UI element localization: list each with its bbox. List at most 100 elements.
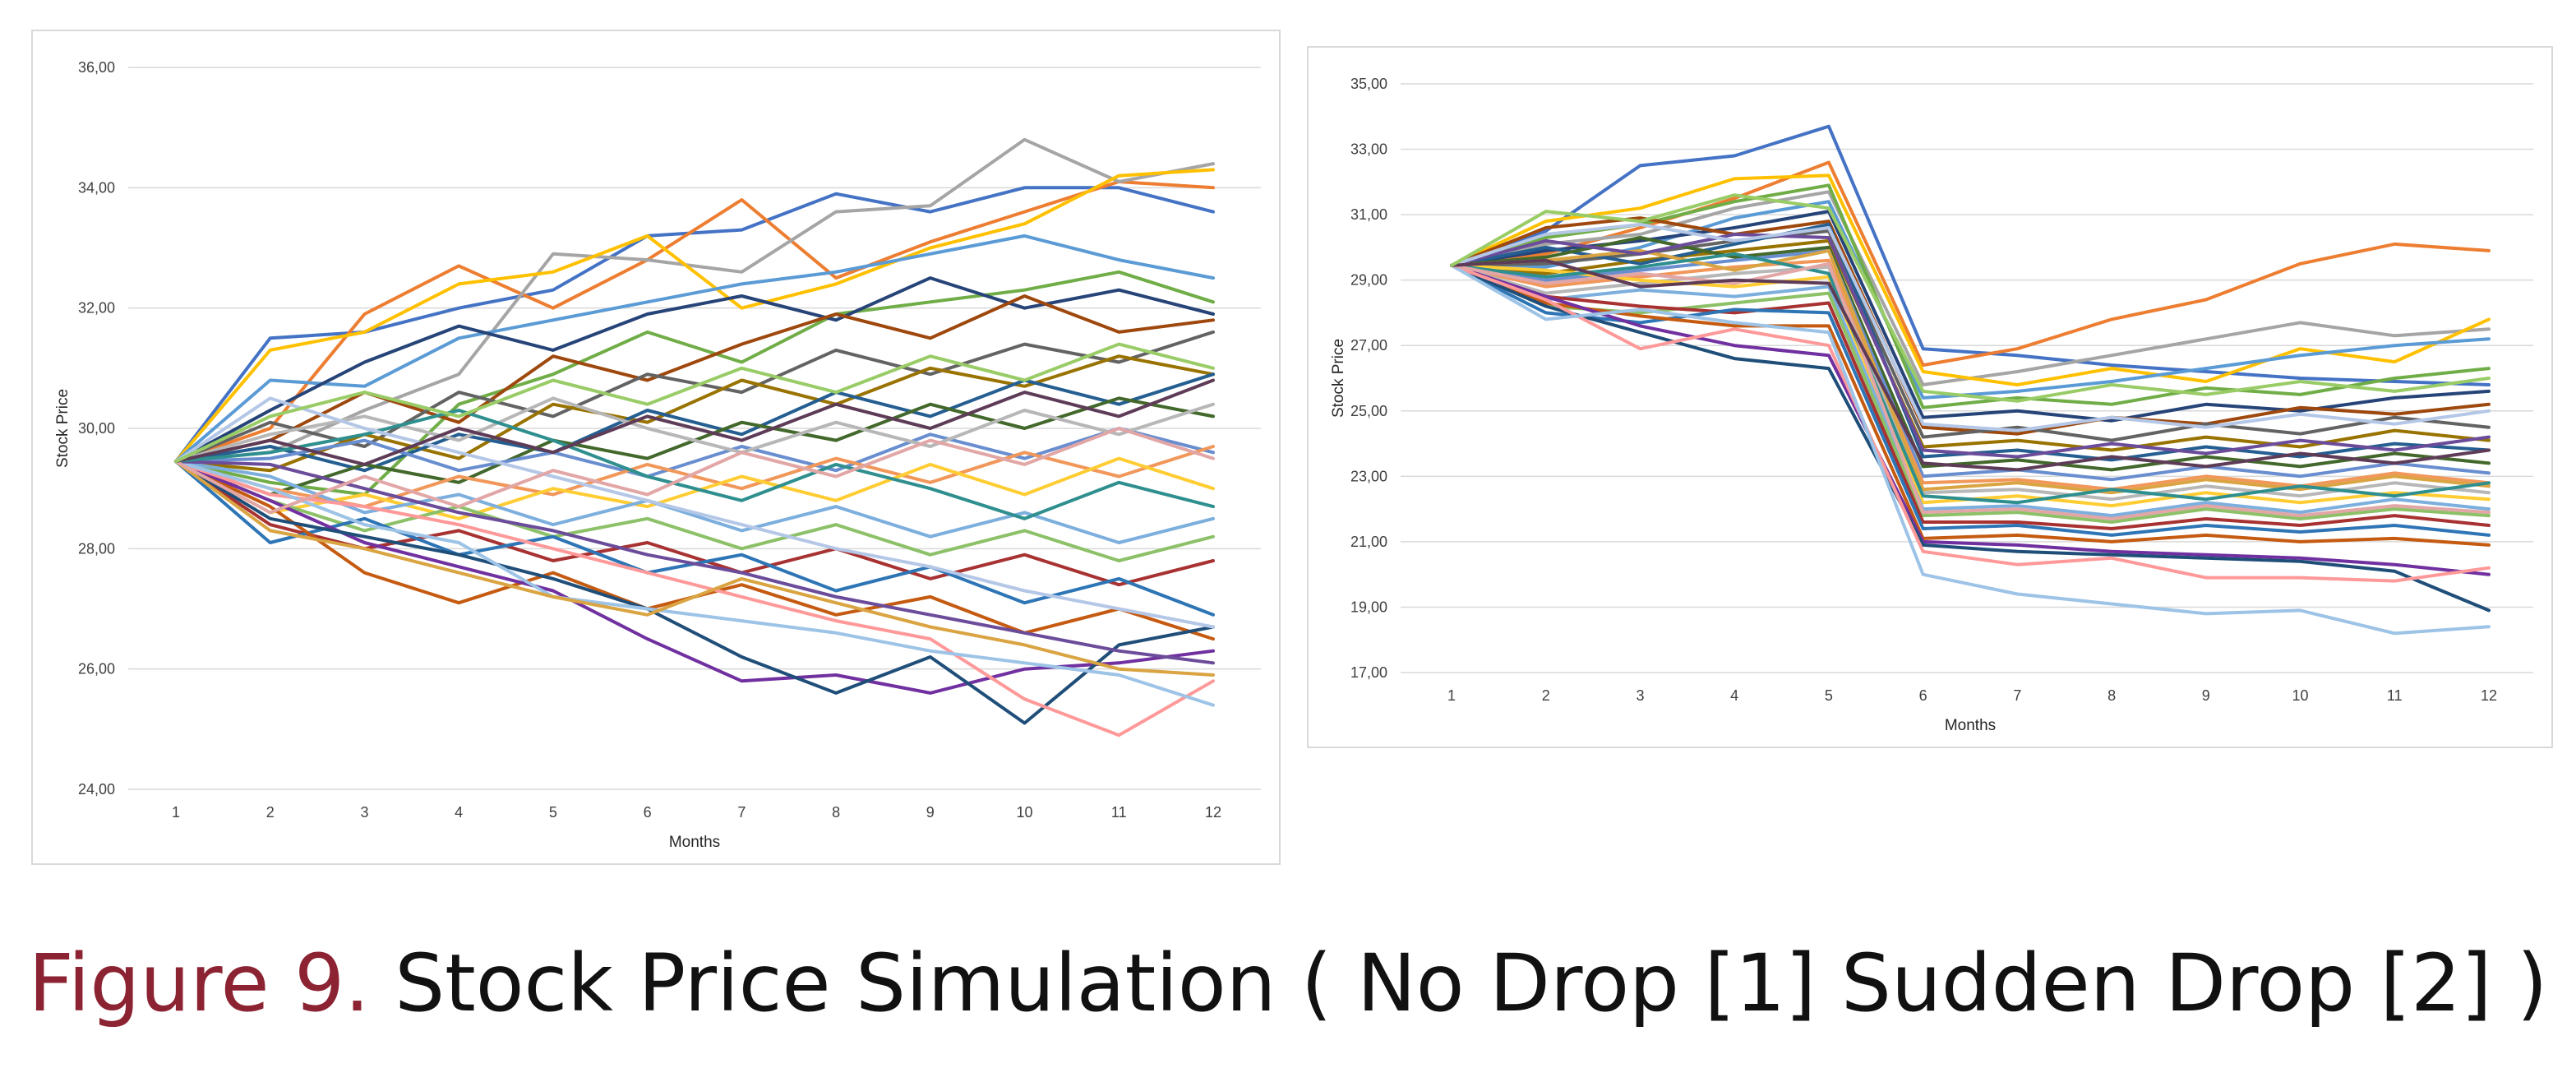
series-line-22 [174,460,1215,695]
y-tick-label: 36,00 [78,59,115,76]
y-tick-label: 27,00 [1350,337,1387,354]
series-line-19 [1450,263,2491,530]
series-line-23 [1450,263,2491,613]
y-tick-label: 23,00 [1350,468,1387,484]
series-line-5 [174,234,1215,464]
series-line-18 [174,460,1215,562]
figure-caption-prefix: Figure 9. [28,937,370,1029]
y-tick-label: 24,00 [78,781,115,798]
x-tick-label: 6 [644,804,652,821]
series-line-23 [174,460,1215,725]
x-tick-label: 9 [926,804,935,821]
series-line-27 [174,460,1215,665]
series-line-3 [174,137,1215,464]
series-line-22 [1450,263,2491,576]
series-line-9 [1450,229,2491,442]
series-line-4 [174,168,1215,464]
x-axis-title: Months [1945,717,1996,734]
y-tick-label: 30,00 [78,420,115,437]
series-line-32 [174,342,1215,464]
series-line-13 [1450,248,2491,482]
series-line-28 [174,409,1215,520]
x-tick-label: 8 [2107,687,2116,704]
x-tick-label: 11 [1111,804,1127,821]
x-tick-label: 12 [2481,687,2497,704]
y-tick-label: 26,00 [78,661,115,677]
series-line-15 [1450,263,2491,502]
x-tick-label: 11 [2387,687,2403,704]
series-line-28 [1450,252,2491,505]
x-tick-label: 7 [2013,687,2021,704]
x-tick-label: 5 [1825,687,1833,704]
x-tick-label: 2 [1542,687,1550,704]
x-tick-label: 10 [2292,687,2309,704]
series-line-30 [174,427,1215,515]
series-line-5 [1450,200,2491,400]
series-line-2 [174,180,1215,464]
series-line-29 [1450,223,2491,432]
series-line-13 [174,427,1215,479]
series-line-11 [174,372,1215,473]
series-line-27 [1450,233,2491,459]
series-line-31 [1450,258,2491,472]
x-tick-label: 6 [1919,687,1927,704]
y-tick-label: 19,00 [1350,599,1387,615]
series-line-17 [174,460,1215,544]
x-tick-label: 9 [2202,687,2210,704]
y-tick-label: 35,00 [1350,76,1387,92]
y-axis-title: Stock Price [1330,339,1347,418]
x-tick-label: 12 [1205,804,1221,821]
series-line-25 [174,460,1215,707]
y-tick-label: 32,00 [78,300,115,317]
y-tick-label: 21,00 [1350,534,1387,550]
series-line-12 [1450,236,2491,472]
series-line-31 [174,378,1215,466]
y-tick-label: 33,00 [1350,141,1387,158]
series-line-4 [1450,173,2491,386]
x-tick-label: 3 [360,804,368,821]
x-tick-label: 2 [266,804,275,821]
x-tick-label: 4 [1730,687,1738,704]
series-line-20 [1450,263,2491,537]
series-line-1 [1450,124,2491,386]
series-line-25 [1450,263,2491,636]
x-tick-label: 8 [832,804,840,821]
series-line-30 [1450,261,2491,520]
series-line-8 [174,294,1215,464]
series-line-10 [174,354,1215,473]
series-line-11 [1450,223,2491,462]
series-line-32 [1450,193,2491,403]
figure-caption: Figure 9. Stock Price Simulation ( No Dr… [0,937,2576,1029]
series-line-15 [174,396,1215,464]
chart-panel-no-drop: 24,00 26,00 28,00 30,00 32,00 34,00 36,00 1 2 3 4 5… [31,30,1281,865]
series-line-24 [1450,263,2491,583]
y-tick-label: 17,00 [1350,664,1387,681]
y-tick-label: 34,00 [78,179,115,196]
chart-sudden-drop: 17,00 19,00 21,00 23,00 25,00 27,00 29,00 31,00… [1330,76,2533,734]
series-line-21 [1450,263,2491,547]
series-line-2 [1450,160,2491,368]
series-line-20 [174,460,1215,617]
series-line-6 [174,270,1215,497]
y-tick-label: 28,00 [78,540,115,557]
series-line-7 [174,276,1215,464]
x-tick-label: 4 [455,804,463,821]
x-tick-label: 5 [549,804,557,821]
figure-caption-text: Stock Price Simulation ( No Drop [1] Sud… [395,937,2548,1029]
series-line-26 [174,460,1215,677]
x-tick-label: 1 [172,804,180,821]
series-line-29 [174,396,1215,629]
chart-panel-sudden-drop: 17,00 19,00 21,00 23,00 25,00 27,00 29,00 31,00… [1307,46,2553,748]
x-tick-label: 3 [1636,687,1644,704]
y-tick-label: 31,00 [1350,206,1387,223]
y-tick-label: 25,00 [1350,403,1387,419]
x-tick-label: 1 [1447,687,1456,704]
y-axis-title: Stock Price [54,389,72,468]
x-axis-title: Months [669,834,720,851]
y-tick-label: 29,00 [1350,272,1387,289]
series-line-17 [1450,263,2491,518]
series-line-24 [174,460,1215,738]
x-tick-label: 10 [1017,804,1033,821]
series-line-16 [174,456,1215,520]
